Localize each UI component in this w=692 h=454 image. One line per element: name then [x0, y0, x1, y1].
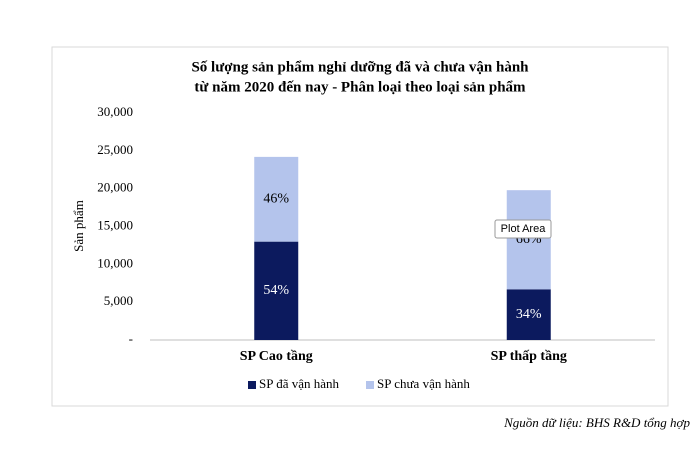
- data-label: 54%: [263, 283, 289, 298]
- data-label: 46%: [263, 191, 289, 206]
- y-tick-label: 20,000: [97, 180, 133, 195]
- x-tick-label: SP thấp tầng: [491, 349, 567, 364]
- bar-segment: [254, 156, 299, 242]
- chart-title: Số lượng sản phẩm nghỉ dưỡng đã và chưa …: [191, 59, 529, 75]
- data-label: 34%: [516, 307, 542, 322]
- y-tick-label: 5,000: [104, 293, 133, 308]
- chart-frame: [51, 46, 669, 407]
- bar-segment: [506, 289, 551, 340]
- legend-swatch: [248, 381, 256, 389]
- y-axis-label: Sản phẩm: [71, 200, 86, 252]
- y-tick-label: 15,000: [97, 217, 133, 232]
- legend-swatch: [366, 381, 374, 389]
- y-tick-label: 25,000: [97, 142, 133, 157]
- y-tick-label: 30,000: [97, 104, 133, 119]
- chart-title: từ năm 2020 đến nay - Phân loại theo loạ…: [194, 79, 526, 95]
- bar-segment: [506, 190, 551, 290]
- y-tick-label: -: [129, 331, 133, 346]
- x-tick-label: SP Cao tầng: [240, 349, 313, 364]
- source-note: Nguồn dữ liệu: BHS R&D tổng hợp: [503, 415, 690, 430]
- tooltip: Plot Area: [501, 223, 547, 235]
- tooltip-box: [494, 219, 552, 239]
- bar-segment: [254, 241, 299, 340]
- legend-label: SP chưa vận hành: [377, 376, 470, 391]
- legend-label: SP đã vận hành: [259, 376, 340, 391]
- y-tick-label: 10,000: [97, 255, 133, 270]
